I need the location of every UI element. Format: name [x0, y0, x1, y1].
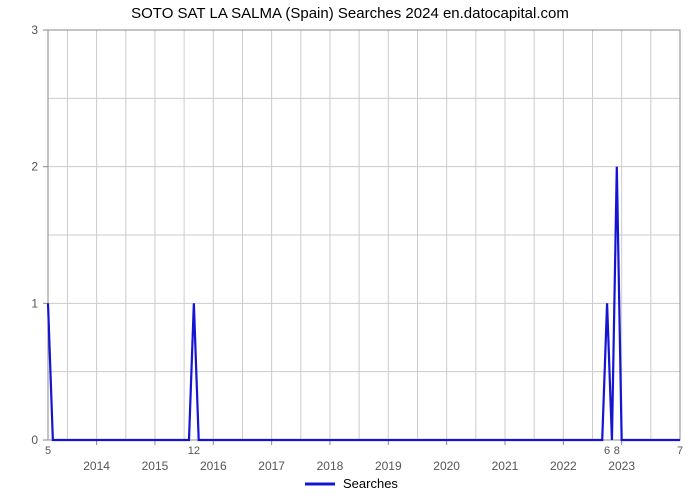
line-chart: 0123512687201420152016201720182019202020…: [0, 0, 700, 500]
legend-label: Searches: [343, 476, 398, 491]
x-tick-label: 2016: [200, 459, 227, 473]
x-tick-label: 2022: [550, 459, 577, 473]
y-tick-label: 2: [31, 160, 38, 174]
x-tick-label: 2017: [258, 459, 285, 473]
x-secondary-label: 8: [614, 445, 620, 457]
y-tick-label: 1: [31, 296, 38, 310]
x-secondary-label: 5: [45, 445, 51, 457]
x-secondary-label: 6: [604, 445, 610, 457]
x-tick-label: 2021: [492, 459, 519, 473]
x-secondary-label: 12: [188, 445, 200, 457]
x-secondary-label: 7: [677, 445, 683, 457]
y-tick-label: 3: [31, 23, 38, 37]
x-tick-label: 2023: [608, 459, 635, 473]
chart-bg: [0, 0, 700, 500]
x-tick-label: 2020: [433, 459, 460, 473]
chart-title: SOTO SAT LA SALMA (Spain) Searches 2024 …: [131, 5, 569, 22]
x-tick-label: 2015: [142, 459, 169, 473]
chart-container: 0123512687201420152016201720182019202020…: [0, 0, 700, 500]
y-tick-label: 0: [31, 433, 38, 447]
x-tick-label: 2019: [375, 459, 402, 473]
x-tick-label: 2014: [83, 459, 110, 473]
x-tick-label: 2018: [317, 459, 344, 473]
